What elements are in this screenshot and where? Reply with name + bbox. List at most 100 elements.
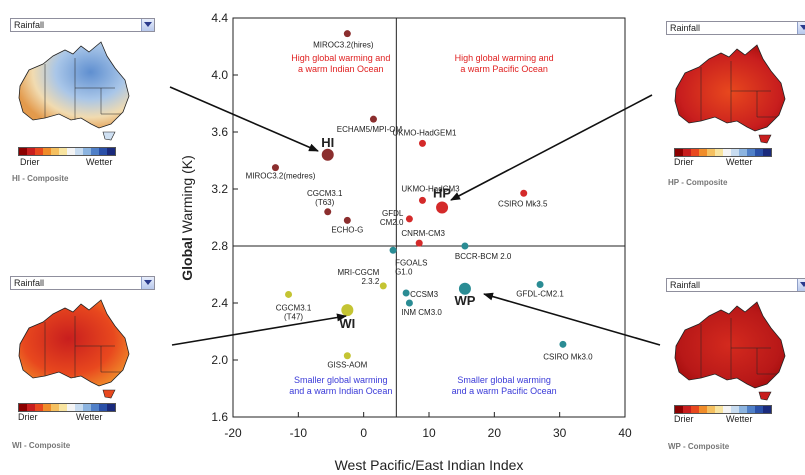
model-label: ECHO-G	[331, 225, 363, 234]
panel-wi: Rainfall Drier Wetter WI - Composite	[10, 276, 170, 461]
model-point	[343, 30, 351, 38]
arrow-hi	[169, 86, 319, 152]
model-point	[418, 139, 426, 147]
panel-caption: HP - Composite	[668, 178, 728, 187]
dropdown-value: Rainfall	[670, 280, 701, 290]
model-point	[343, 352, 351, 360]
y-tick-label: 2.0	[211, 353, 228, 367]
model-point	[369, 115, 377, 123]
model-label: FGOALS G1.0	[395, 258, 427, 276]
composite-marker-wp	[458, 282, 471, 295]
y-tick-label: 2.8	[211, 239, 228, 253]
x-tick-label: -10	[290, 426, 308, 440]
panel-hp: Rainfall Drier Wetter HP - Composite	[666, 21, 805, 206]
y-tick-label: 2.4	[211, 296, 228, 310]
y-tick-label: 3.6	[211, 125, 228, 139]
panel-caption: WP - Composite	[668, 442, 730, 451]
australia-map-wi	[18, 299, 130, 399]
model-label: GFDL-CM2.1	[516, 289, 564, 298]
chevron-down-icon[interactable]	[797, 22, 805, 34]
composite-label: WI	[339, 316, 355, 331]
model-point	[559, 340, 567, 348]
arrow-wp	[483, 292, 661, 346]
panel-hi: Rainfall Drier Wetter HI - Composite	[10, 18, 170, 203]
legend-drier-label: Drier	[18, 412, 38, 422]
model-label: UKMO-HadCM3	[401, 184, 460, 193]
dropdown-value: Rainfall	[14, 278, 45, 288]
color-legend-wp	[674, 405, 772, 414]
chevron-down-icon[interactable]	[141, 277, 154, 289]
rainfall-dropdown-hp[interactable]: Rainfall	[666, 21, 805, 35]
model-label: INM CM3.0	[401, 308, 442, 317]
legend-wetter-label: Wetter	[86, 157, 113, 167]
x-tick-label: -20	[224, 426, 242, 440]
model-point	[389, 246, 397, 254]
composite-label: WP	[454, 293, 475, 308]
rainfall-dropdown-wp[interactable]: Rainfall	[666, 278, 805, 292]
x-axis-label: West Pacific/East Indian Index	[335, 457, 524, 473]
chevron-down-icon[interactable]	[141, 19, 154, 31]
x-tick-label: 10	[422, 426, 436, 440]
legend-wetter-label: Wetter	[76, 412, 103, 422]
panel-caption: HI - Composite	[12, 174, 69, 183]
model-label: CGCM3.1 (T47)	[276, 303, 312, 321]
y-axis-ticks: 1.6 2.0 2.4 2.8 3.2 3.6 4.0 4.4	[211, 11, 238, 424]
quadrant-label: High global warming and a warm Pacific Oc…	[455, 53, 554, 74]
legend-wetter-label: Wetter	[726, 414, 753, 424]
composite-marker-hi	[321, 148, 334, 161]
model-point	[324, 208, 332, 216]
australia-map-hp	[674, 44, 786, 144]
model-label: ECHAM5/MPI-OM	[337, 125, 403, 134]
model-point	[520, 189, 528, 197]
rainfall-dropdown-wi[interactable]: Rainfall	[10, 276, 155, 290]
plot-frame	[232, 17, 626, 418]
model-point	[379, 282, 387, 290]
color-legend-hp	[674, 148, 772, 157]
model-label: MIROC3.2(medres)	[246, 172, 316, 181]
quadrant-label: Smaller global warming and a warm Indian …	[289, 375, 392, 396]
legend-drier-label: Drier	[674, 157, 694, 167]
model-label: CGCM3.1 (T63)	[307, 189, 343, 207]
model-label: GISS-AOM	[327, 361, 367, 370]
composite-marker-wi	[341, 304, 354, 317]
color-legend-wi	[18, 403, 116, 412]
y-tick-label: 4.4	[211, 11, 228, 25]
x-tick-label: 30	[553, 426, 567, 440]
chevron-down-icon[interactable]	[797, 279, 805, 291]
model-point	[415, 239, 423, 247]
model-point	[402, 289, 410, 297]
x-tick-label: 0	[360, 426, 367, 440]
legend-wetter-label: Wetter	[726, 157, 753, 167]
australia-map-wp	[674, 301, 786, 401]
model-point	[418, 196, 426, 204]
y-tick-label: 4.0	[211, 68, 228, 82]
x-tick-label: 20	[488, 426, 502, 440]
model-label: CNRM-CM3	[401, 229, 445, 238]
composite-label: HP	[433, 186, 451, 201]
panel-caption: WI - Composite	[12, 441, 71, 450]
quadrant-label: Smaller global warming and a warm Pacific…	[452, 375, 557, 396]
arrow-wi	[171, 313, 347, 346]
y-tick-label: 3.2	[211, 182, 228, 196]
dropdown-value: Rainfall	[14, 20, 45, 30]
arrow-hp	[450, 94, 653, 201]
rainfall-dropdown-hi[interactable]: Rainfall	[10, 18, 155, 32]
model-label: CSIRO Mk3.5	[498, 199, 548, 208]
model-point	[536, 280, 544, 288]
y-tick-label: 1.6	[211, 410, 228, 424]
model-point	[405, 299, 413, 307]
model-label: CCSM3	[410, 290, 439, 299]
composite-label: HI	[321, 135, 334, 150]
composite-marker-hp	[436, 201, 449, 214]
australia-map-hi	[18, 41, 130, 141]
dropdown-value: Rainfall	[670, 23, 701, 33]
legend-drier-label: Drier	[20, 157, 40, 167]
quadrant-label: High global warming and a warm Indian Oce…	[291, 53, 390, 74]
legend-drier-label: Drier	[674, 414, 694, 424]
model-label: GFDL CM2.0	[380, 209, 404, 227]
quadrant-labels: High global warming and a warm Indian Oce…	[289, 53, 556, 396]
model-label: MRI-CGCM 2.3.2	[337, 268, 379, 286]
model-label: CSIRO Mk3.0	[543, 352, 593, 361]
x-tick-label: 40	[618, 426, 632, 440]
